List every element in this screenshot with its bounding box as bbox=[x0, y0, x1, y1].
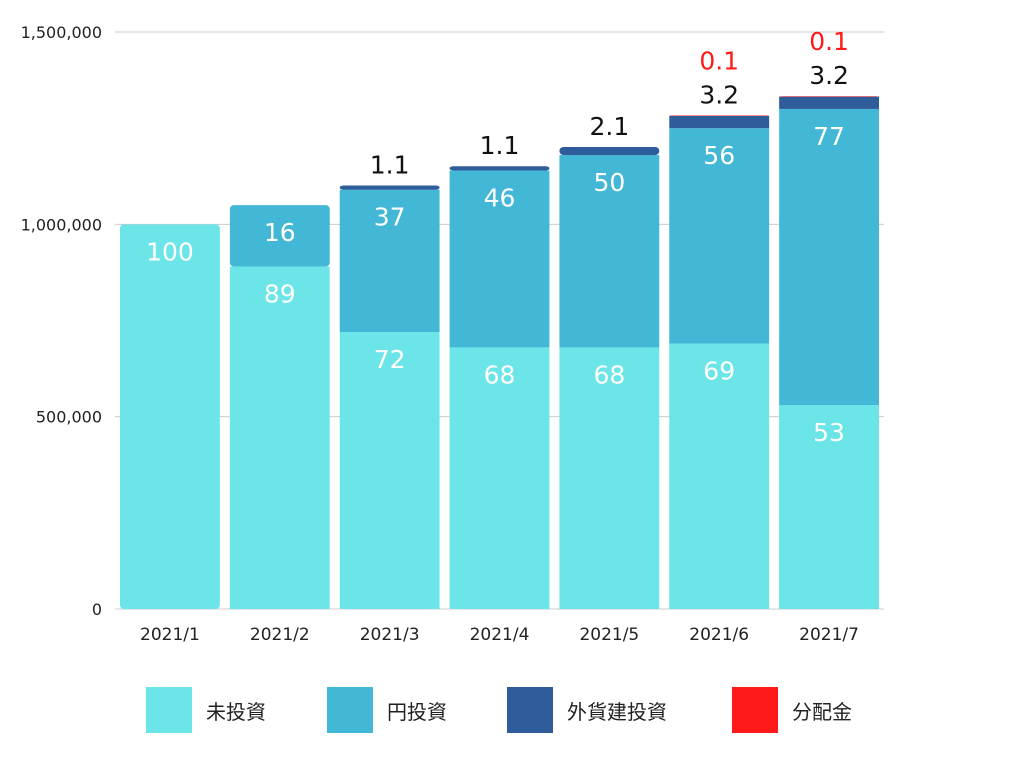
data-label: 68 bbox=[593, 360, 625, 389]
data-label: 100 bbox=[146, 237, 194, 266]
bar-segment bbox=[779, 96, 879, 97]
legend-swatch-uninvested bbox=[146, 687, 192, 733]
y-tick-label: 0 bbox=[92, 600, 102, 619]
legend: 未投資 円投資 外貨建投資 分配金 bbox=[0, 686, 1024, 738]
data-label: 0.1 bbox=[809, 27, 849, 56]
legend-label-yen-investment: 円投資 bbox=[387, 699, 447, 724]
bar-segment bbox=[669, 343, 770, 609]
data-label: 53 bbox=[813, 418, 845, 447]
bar-segment bbox=[559, 155, 660, 348]
bar-segment bbox=[779, 405, 879, 609]
bar-segment bbox=[339, 332, 440, 609]
x-tick-label: 2021/6 bbox=[689, 625, 749, 645]
bar-segment bbox=[669, 115, 770, 129]
x-tick-label: 2021/1 bbox=[140, 625, 200, 645]
data-label: 50 bbox=[593, 168, 625, 197]
bar-segment bbox=[229, 205, 330, 267]
data-label: 69 bbox=[703, 357, 735, 386]
bar-segment bbox=[339, 189, 440, 333]
data-label: 68 bbox=[484, 360, 516, 389]
legend-item-yen-investment: 円投資 bbox=[327, 686, 447, 734]
x-tick-label: 2021/3 bbox=[360, 625, 420, 645]
legend-swatch-yen-investment bbox=[327, 687, 373, 733]
bar-segment bbox=[669, 128, 770, 344]
bar-segment bbox=[559, 147, 660, 156]
data-label: 3.2 bbox=[699, 80, 739, 109]
bar-segment bbox=[339, 185, 440, 190]
x-tick-label: 2021/2 bbox=[250, 625, 310, 645]
data-label: 16 bbox=[264, 218, 296, 247]
data-label: 46 bbox=[484, 183, 516, 212]
data-label: 2.1 bbox=[589, 112, 629, 141]
legend-label-uninvested: 未投資 bbox=[206, 699, 266, 724]
bar-segment bbox=[449, 166, 550, 171]
legend-swatch-dividend bbox=[732, 687, 778, 733]
bar-segment bbox=[669, 115, 770, 116]
legend-swatch-foreign-investment bbox=[507, 687, 553, 733]
data-label: 1.1 bbox=[480, 131, 520, 160]
y-tick-label: 500,000 bbox=[36, 408, 102, 427]
bar-segment bbox=[449, 347, 550, 609]
bar-segment bbox=[229, 266, 330, 609]
x-tick-label: 2021/7 bbox=[799, 625, 859, 645]
data-label: 1.1 bbox=[370, 150, 410, 179]
bar-segment bbox=[559, 347, 660, 609]
bar-segment bbox=[120, 224, 220, 610]
data-label: 77 bbox=[813, 122, 845, 151]
data-label: 0.1 bbox=[699, 46, 739, 75]
legend-item-dividend: 分配金 bbox=[732, 686, 852, 734]
bar-segment bbox=[779, 108, 879, 406]
bar-segment bbox=[779, 96, 879, 109]
y-tick-label: 1,000,000 bbox=[21, 215, 102, 234]
y-tick-label: 1,500,000 bbox=[21, 23, 102, 42]
bar-segment bbox=[449, 170, 550, 348]
legend-label-dividend: 分配金 bbox=[792, 699, 852, 724]
data-label: 89 bbox=[264, 280, 296, 309]
legend-item-uninvested: 未投資 bbox=[146, 686, 266, 734]
data-label: 72 bbox=[374, 345, 406, 374]
legend-item-foreign-investment: 外貨建投資 bbox=[507, 686, 667, 734]
x-tick-label: 2021/5 bbox=[579, 625, 639, 645]
data-label: 37 bbox=[374, 203, 406, 232]
legend-label-foreign-investment: 外貨建投資 bbox=[567, 699, 667, 724]
data-label: 3.2 bbox=[809, 61, 849, 90]
x-tick-label: 2021/4 bbox=[470, 625, 530, 645]
data-label: 56 bbox=[703, 141, 735, 170]
